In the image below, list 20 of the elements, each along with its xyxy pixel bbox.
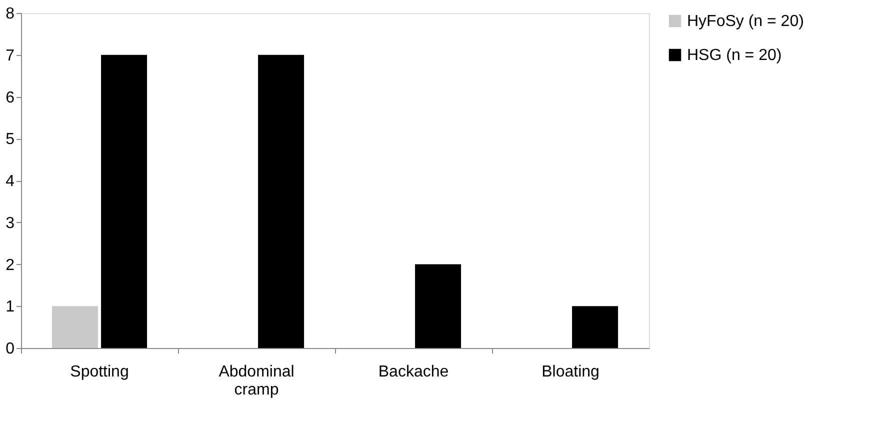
y-tick-label: 1 xyxy=(6,298,15,316)
y-tick-label: 4 xyxy=(6,173,15,190)
y-tick-label: 0 xyxy=(6,340,15,358)
y-tick-label: 3 xyxy=(6,214,15,232)
bar xyxy=(101,54,148,348)
x-tick-label: Spotting xyxy=(70,364,129,380)
y-tick-label: 8 xyxy=(6,6,15,22)
bar xyxy=(52,306,98,348)
x-tick-label: Backache xyxy=(378,364,449,380)
x-tick-label: Abdominal cramp xyxy=(218,364,294,398)
y-tick-label: 5 xyxy=(6,131,15,148)
y-tick-label: 6 xyxy=(6,89,15,106)
bar xyxy=(258,54,304,348)
legend-label: HyFoSy (n = 20) xyxy=(687,13,804,30)
y-tick-label: 7 xyxy=(6,47,15,64)
x-tick-label: Bloating xyxy=(542,364,600,380)
legend-label: HSG (n = 20) xyxy=(687,47,782,64)
y-tick-label: 2 xyxy=(6,256,15,274)
bar xyxy=(415,264,462,348)
bar xyxy=(572,306,618,348)
